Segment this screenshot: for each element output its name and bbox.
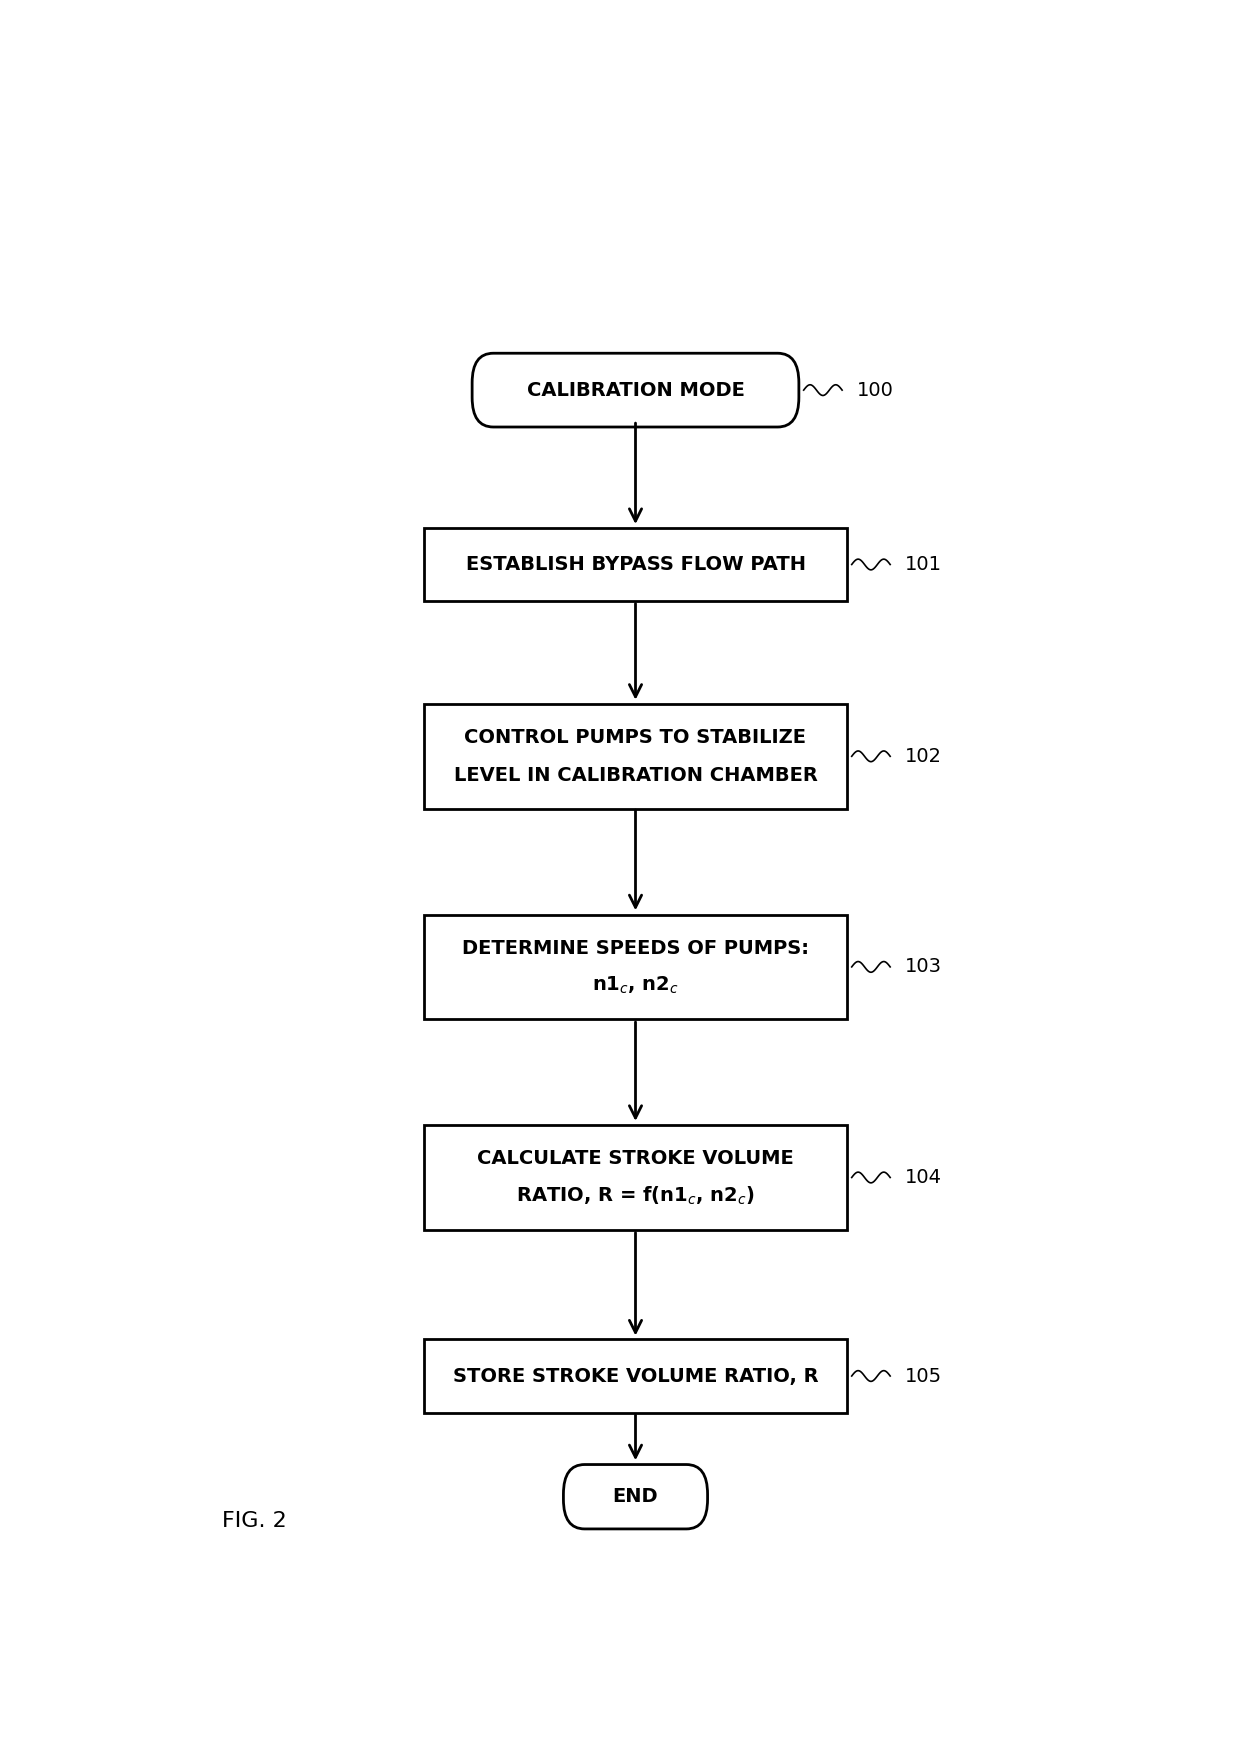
Text: n1$_c$, n2$_c$: n1$_c$, n2$_c$ — [591, 976, 680, 996]
FancyBboxPatch shape — [424, 528, 847, 601]
FancyBboxPatch shape — [424, 915, 847, 1019]
Text: STORE STROKE VOLUME RATIO, R: STORE STROKE VOLUME RATIO, R — [453, 1366, 818, 1385]
FancyBboxPatch shape — [424, 1125, 847, 1230]
Text: 103: 103 — [905, 958, 941, 977]
Text: CONTROL PUMPS TO STABILIZE: CONTROL PUMPS TO STABILIZE — [465, 728, 806, 747]
FancyBboxPatch shape — [424, 704, 847, 808]
Text: DETERMINE SPEEDS OF PUMPS:: DETERMINE SPEEDS OF PUMPS: — [463, 939, 808, 958]
Text: 104: 104 — [905, 1167, 941, 1186]
FancyBboxPatch shape — [424, 1340, 847, 1413]
Text: FIG. 2: FIG. 2 — [222, 1510, 286, 1531]
FancyBboxPatch shape — [563, 1465, 708, 1529]
Text: 101: 101 — [905, 556, 941, 575]
Text: CALIBRATION MODE: CALIBRATION MODE — [527, 380, 744, 399]
Text: 102: 102 — [905, 747, 941, 766]
Text: END: END — [613, 1488, 658, 1507]
FancyBboxPatch shape — [472, 354, 799, 427]
Text: LEVEL IN CALIBRATION CHAMBER: LEVEL IN CALIBRATION CHAMBER — [454, 766, 817, 784]
Text: ESTABLISH BYPASS FLOW PATH: ESTABLISH BYPASS FLOW PATH — [465, 556, 806, 575]
Text: RATIO, R = f(n1$_c$, n2$_c$): RATIO, R = f(n1$_c$, n2$_c$) — [516, 1185, 755, 1207]
Text: 105: 105 — [905, 1366, 941, 1385]
Text: CALCULATE STROKE VOLUME: CALCULATE STROKE VOLUME — [477, 1150, 794, 1169]
Text: 100: 100 — [857, 380, 893, 399]
